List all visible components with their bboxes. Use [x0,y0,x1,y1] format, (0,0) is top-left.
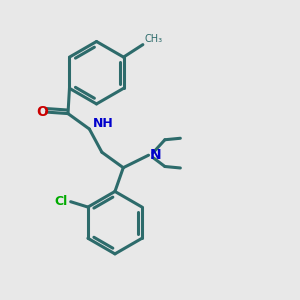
Text: O: O [36,104,48,118]
Text: Cl: Cl [55,195,68,208]
Text: N: N [150,148,162,162]
Text: NH: NH [93,117,114,130]
Text: CH₃: CH₃ [144,34,163,44]
